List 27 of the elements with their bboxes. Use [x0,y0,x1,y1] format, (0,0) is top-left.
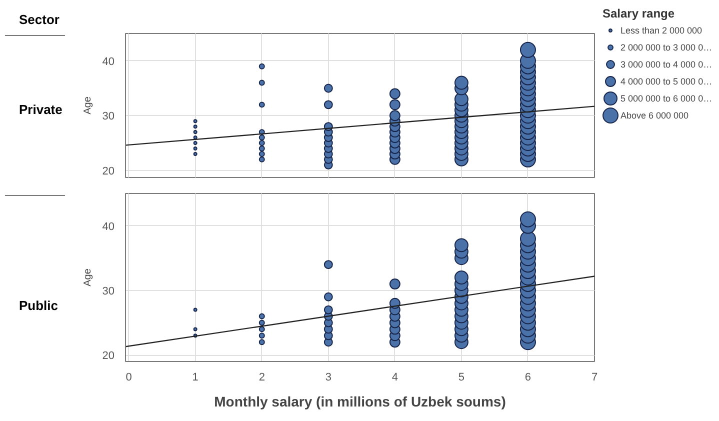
y-tick-label: 30 [102,285,115,298]
x-tick-label: 7 [591,372,598,384]
x-tick-label: 5 [458,372,465,384]
x-tick-label: 3 [325,372,332,384]
y-axis-title: Age [82,96,94,114]
legend-label: 5 000 000 to 6 000 0… [620,94,712,104]
y-tick-label: 20 [102,350,115,362]
y-axis-title: Age [82,268,94,286]
legend-title: Salary range [602,6,675,20]
x-tick-label: 4 [392,372,398,384]
y-tick-label: 40 [102,220,115,233]
y-tick-label: 30 [102,110,115,123]
text: Private [19,101,62,120]
legend-label: 2 000 000 to 3 000 0… [620,42,712,52]
legend-label: Less than 2 000 000 [620,26,702,36]
legend-label: 4 000 000 to 5 000 0… [620,76,712,86]
x-axis-title: Monthly salary (in millions of Uzbek soums) [214,394,506,410]
legend-label: Above 6 000 000 [620,110,689,120]
x-tick-label: 6 [524,372,532,384]
text: Sector [19,11,60,29]
y-tick-label: 20 [102,165,115,178]
legend-label: 3 000 000 to 4 000 0… [620,60,712,70]
text: Public [19,297,58,316]
x-tick-label: 0 [126,372,132,384]
x-tick-label: 1 [192,372,198,384]
y-tick-label: 40 [102,56,115,68]
x-tick-label: 2 [258,372,265,384]
